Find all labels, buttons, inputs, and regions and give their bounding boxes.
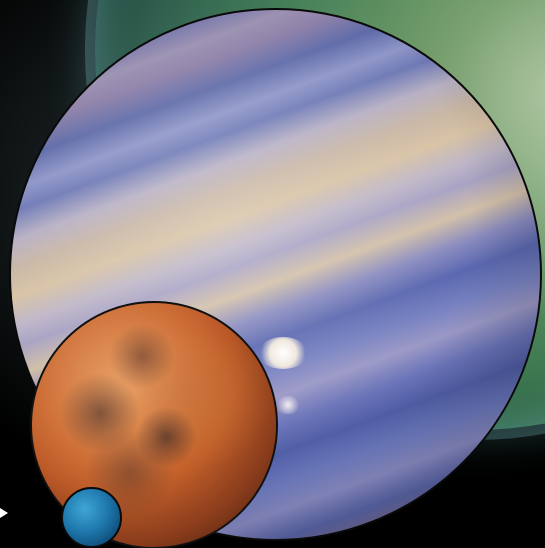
mars-planet (30, 301, 278, 548)
blue-planet (61, 487, 122, 548)
storm-oval (258, 337, 308, 369)
small-storm (276, 396, 300, 414)
triangle-right-icon (0, 508, 8, 518)
